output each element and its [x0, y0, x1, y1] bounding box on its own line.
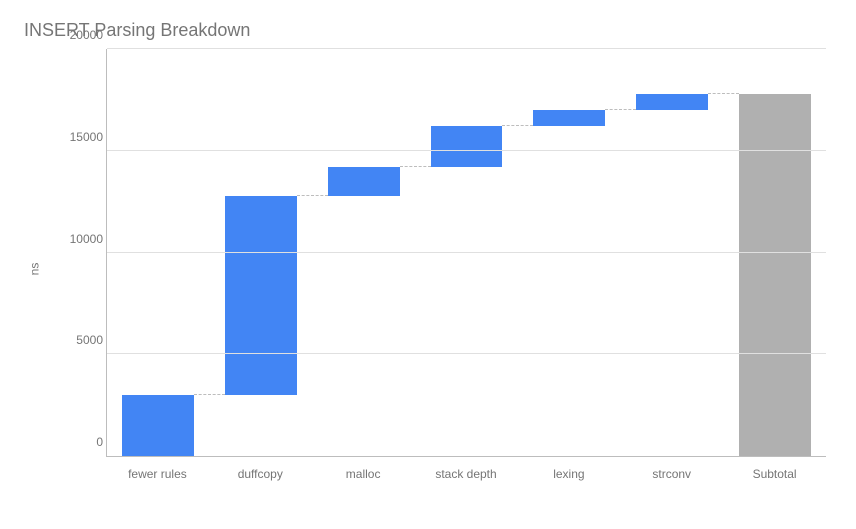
grid-line [107, 252, 826, 253]
bar-slot [723, 49, 826, 456]
bar-slot [312, 49, 415, 456]
y-tick-label: 15000 [59, 130, 103, 144]
chart-title: INSERT Parsing Breakdown [20, 20, 836, 41]
bar-subtotal [739, 94, 811, 456]
x-tick-label: malloc [312, 461, 415, 489]
x-tick-label: duffcopy [209, 461, 312, 489]
chart-container: INSERT Parsing Breakdown ns 050001000015… [0, 0, 856, 529]
y-axis-label: ns [27, 263, 41, 276]
x-tick-label: Subtotal [723, 461, 826, 489]
y-tick-label: 5000 [59, 333, 103, 347]
plot-wrapper: ns 05000100001500020000 fewer rulesduffc… [56, 49, 836, 489]
connector-line [708, 93, 739, 94]
connector-line [194, 394, 225, 395]
y-tick-label: 0 [59, 435, 103, 449]
y-tick-label: 10000 [59, 232, 103, 246]
bar-segment [328, 167, 400, 195]
connector-line [502, 125, 533, 126]
bar-segment [122, 395, 194, 456]
grid-line [107, 48, 826, 49]
bar-segment [533, 110, 605, 126]
bar-segment [431, 126, 503, 167]
x-tick-label: stack depth [415, 461, 518, 489]
bar-segment [636, 94, 708, 110]
connector-line [605, 109, 636, 110]
x-tick-label: lexing [517, 461, 620, 489]
connector-line [400, 166, 431, 167]
bar-slot [210, 49, 313, 456]
y-tick-label: 20000 [59, 28, 103, 42]
bar-segment [225, 196, 297, 395]
bar-slot [415, 49, 518, 456]
connector-line [297, 195, 328, 196]
bar-slot [621, 49, 724, 456]
grid-line [107, 150, 826, 151]
x-axis-labels: fewer rulesduffcopymallocstack depthlexi… [106, 461, 826, 489]
x-tick-label: strconv [620, 461, 723, 489]
grid-line [107, 353, 826, 354]
x-tick-label: fewer rules [106, 461, 209, 489]
plot-area: 05000100001500020000 [106, 49, 826, 457]
